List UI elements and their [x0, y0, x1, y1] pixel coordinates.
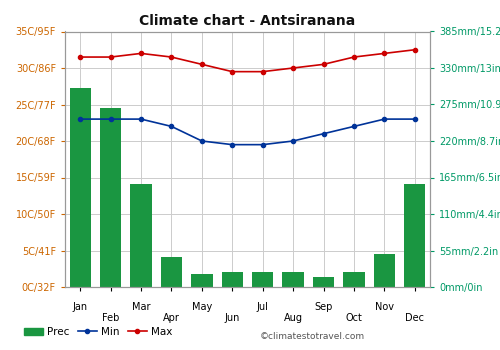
- Bar: [100, 108, 122, 287]
- Bar: [130, 184, 152, 287]
- Bar: [374, 254, 395, 287]
- Text: Apr: Apr: [163, 313, 180, 323]
- Bar: [252, 272, 274, 287]
- Bar: [222, 272, 243, 287]
- Bar: [282, 272, 304, 287]
- Bar: [161, 257, 182, 287]
- Bar: [313, 277, 334, 287]
- Title: Climate chart - Antsiranana: Climate chart - Antsiranana: [140, 14, 356, 28]
- Text: Jan: Jan: [72, 302, 88, 312]
- Text: Sep: Sep: [314, 302, 332, 312]
- Bar: [404, 184, 425, 287]
- Text: Nov: Nov: [375, 302, 394, 312]
- Text: May: May: [192, 302, 212, 312]
- Bar: [70, 88, 91, 287]
- Text: Jun: Jun: [224, 313, 240, 323]
- Text: Dec: Dec: [406, 313, 424, 323]
- Bar: [344, 272, 364, 287]
- Bar: [191, 274, 212, 287]
- Text: Aug: Aug: [284, 313, 302, 323]
- Text: Feb: Feb: [102, 313, 120, 323]
- Text: ©climatestotravel.com: ©climatestotravel.com: [260, 332, 365, 341]
- Text: Mar: Mar: [132, 302, 150, 312]
- Text: Jul: Jul: [257, 302, 268, 312]
- Legend: Prec, Min, Max: Prec, Min, Max: [20, 323, 176, 341]
- Text: Oct: Oct: [346, 313, 362, 323]
